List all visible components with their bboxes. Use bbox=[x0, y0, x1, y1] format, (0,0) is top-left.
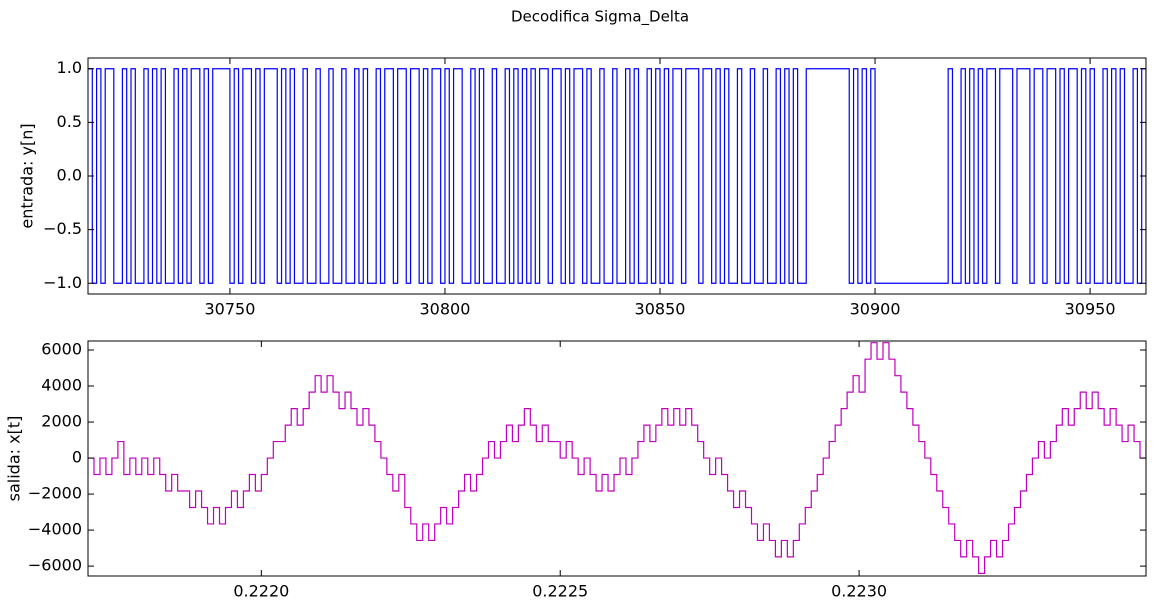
y-axis-label: entrada: y[n] bbox=[18, 123, 37, 228]
y-tick-label: −6000 bbox=[28, 556, 82, 575]
x-tick-label: 30950 bbox=[1065, 300, 1116, 319]
y-tick-label: 2000 bbox=[41, 412, 82, 431]
y-tick-label: 0.5 bbox=[57, 112, 82, 131]
signal-line bbox=[88, 342, 1146, 574]
x-tick-label: 0.2230 bbox=[831, 582, 887, 601]
y-tick-label: 0 bbox=[72, 448, 82, 467]
x-tick-label: 30900 bbox=[850, 300, 901, 319]
x-tick-label: 0.2225 bbox=[532, 582, 588, 601]
y-tick-label: 1.0 bbox=[57, 58, 82, 77]
x-tick-label: 0.2220 bbox=[233, 582, 289, 601]
x-tick-label: 30750 bbox=[204, 300, 255, 319]
x-tick-label: 30850 bbox=[635, 300, 686, 319]
x-tick-label: 30800 bbox=[420, 300, 471, 319]
axes-frame bbox=[87, 340, 1147, 577]
axes: 0.2220 0.2225 0.2230 −6000 −4000 −2000 0 2000 40… bbox=[5, 340, 1147, 601]
signal-line bbox=[88, 68, 1146, 284]
y-tick-label: −1.0 bbox=[43, 273, 82, 292]
y-tick-label: 0.0 bbox=[57, 166, 82, 185]
y-tick-label: −4000 bbox=[28, 520, 82, 539]
y-tick-label: 4000 bbox=[41, 376, 82, 395]
y-tick-label: −2000 bbox=[28, 484, 82, 503]
axes-frame bbox=[87, 57, 1147, 295]
axes: 30750 30800 30850 30900 30950 −1.0 −0.5 0.0 0.5 1… bbox=[18, 57, 1147, 319]
y-axis-label: salida: x[t] bbox=[5, 416, 24, 502]
y-tick-label: 6000 bbox=[41, 340, 82, 359]
figure-title: Decodifica Sigma_Delta bbox=[511, 8, 689, 27]
y-tick-label: −0.5 bbox=[43, 219, 82, 238]
